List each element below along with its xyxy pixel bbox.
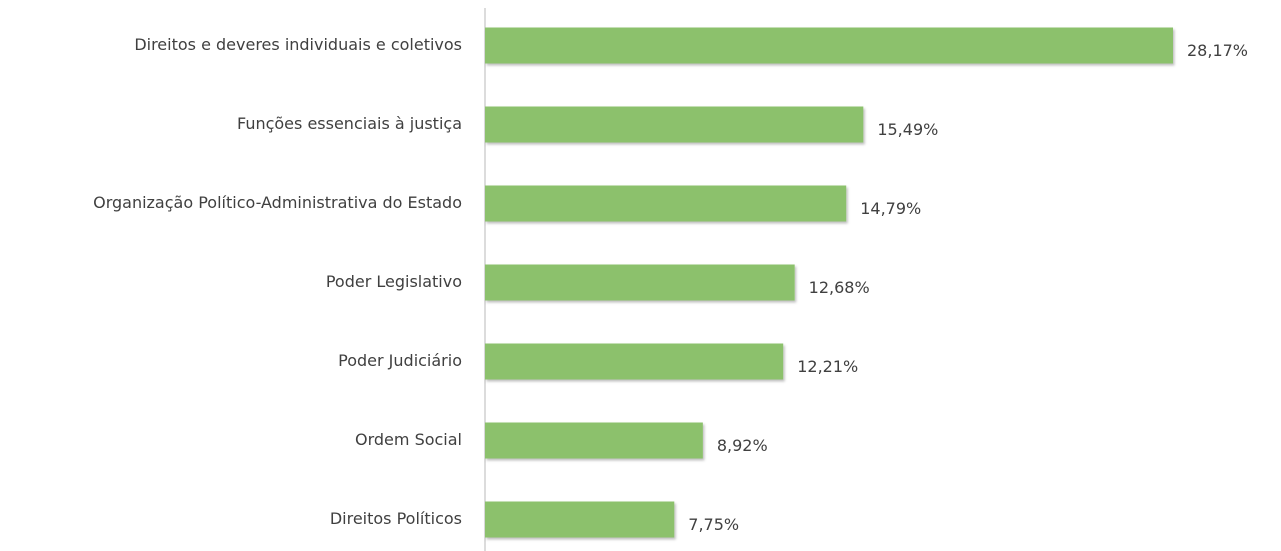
- bar: [485, 27, 1173, 64]
- bar: [485, 264, 795, 301]
- bar: [485, 185, 847, 222]
- value-label: 12,21%: [797, 357, 858, 376]
- value-label: 7,75%: [688, 515, 739, 534]
- value-label: 12,68%: [809, 278, 870, 297]
- category-label: Funções essenciais à justiça: [237, 114, 462, 133]
- category-label: Direitos Políticos: [330, 509, 462, 528]
- value-label: 14,79%: [860, 199, 921, 218]
- value-label: 28,17%: [1187, 41, 1248, 60]
- bar: [485, 106, 864, 143]
- category-label: Direitos e deveres individuais e coletiv…: [134, 35, 462, 54]
- category-label: Poder Legislativo: [326, 272, 462, 291]
- category-label: Ordem Social: [355, 430, 462, 449]
- value-label: 8,92%: [717, 436, 768, 455]
- bar: [485, 422, 703, 459]
- bar: [485, 501, 675, 538]
- category-label: Organização Político-Administrativa do E…: [93, 193, 462, 212]
- bar: [485, 343, 784, 380]
- category-label: Poder Judiciário: [338, 351, 462, 370]
- value-label: 15,49%: [877, 120, 938, 139]
